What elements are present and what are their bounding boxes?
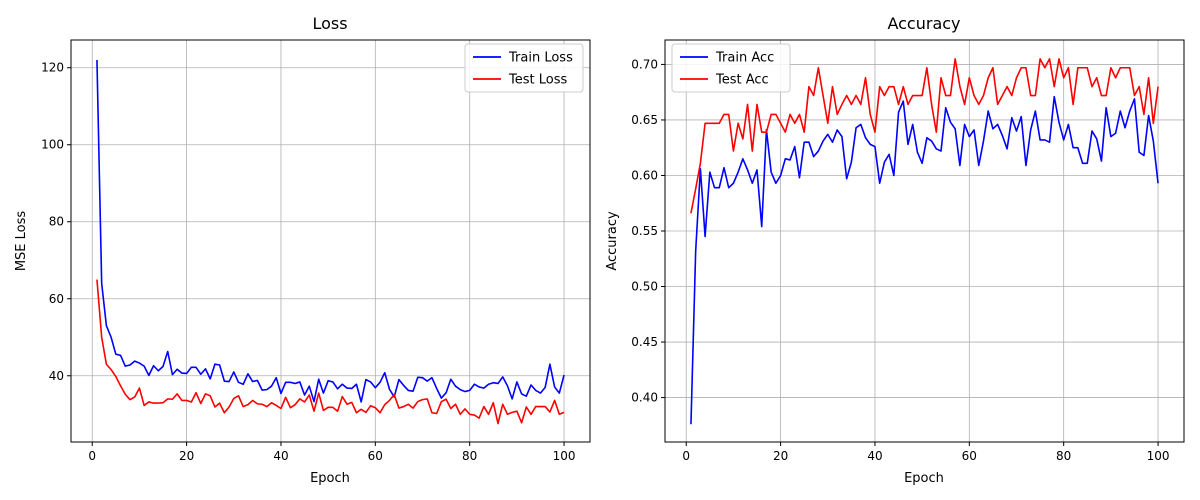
accuracy-ytick-label: 0.55 — [631, 224, 658, 238]
loss-ytick-label: 120 — [41, 61, 64, 75]
accuracy-xtick-label: 40 — [867, 449, 882, 463]
loss-legend: Train Loss Test Loss — [464, 43, 584, 93]
accuracy-chart-xlabel: Epoch — [904, 471, 944, 486]
loss-legend-label: Test Loss — [508, 73, 567, 88]
accuracy-series-test-acc-line — [690, 58, 1159, 214]
accuracy-legend: Train Acc Test Acc — [671, 43, 791, 93]
accuracy-xtick-label: 20 — [773, 449, 788, 463]
loss-xtick-label: 100 — [553, 449, 576, 463]
loss-ytick-label: 60 — [49, 292, 64, 306]
accuracy-chart-ylabel: Accuracy — [605, 211, 620, 271]
accuracy-ytick-label: 0.45 — [631, 335, 658, 349]
accuracy-plot-frame — [664, 39, 1185, 443]
accuracy-legend-label: Test Acc — [715, 73, 769, 88]
loss-xtick-label: 40 — [273, 449, 288, 463]
accuracy-ytick-label: 0.40 — [631, 391, 658, 405]
loss-ytick-label: 40 — [49, 369, 64, 383]
accuracy-ytick-label: 0.65 — [631, 113, 658, 127]
accuracy-xtick-label: 100 — [1147, 449, 1170, 463]
accuracy-legend-box — [671, 43, 791, 93]
loss-series-train-loss-line — [96, 60, 565, 403]
accuracy-ytick-label: 0.70 — [631, 57, 658, 71]
accuracy-xtick-label: 0 — [682, 449, 690, 463]
loss-xtick-label: 80 — [462, 449, 477, 463]
loss-chart: Loss Epoch MSE Loss 0 20 40 60 80 100 40 60 80 10… — [14, 14, 591, 486]
loss-legend-label: Train Loss — [508, 51, 573, 66]
loss-ytick-label: 80 — [49, 215, 64, 229]
loss-xtick-label: 0 — [88, 449, 96, 463]
accuracy-chart: Accuracy Epoch Accuracy 0 20 40 60 80 100 0.40… — [605, 14, 1185, 486]
accuracy-xtick-label: 80 — [1056, 449, 1071, 463]
accuracy-ytick-label: 0.50 — [631, 280, 658, 294]
loss-series-test-loss-line — [96, 279, 565, 425]
accuracy-chart-title: Accuracy — [887, 14, 960, 33]
loss-plot-frame — [70, 39, 591, 443]
loss-xtick-label: 20 — [179, 449, 194, 463]
accuracy-legend-label: Train Acc — [715, 51, 774, 66]
loss-chart-xlabel: Epoch — [310, 471, 350, 486]
loss-chart-ylabel: MSE Loss — [14, 211, 29, 272]
loss-xtick-label: 60 — [368, 449, 383, 463]
accuracy-ytick-label: 0.60 — [631, 168, 658, 182]
accuracy-xtick-label: 60 — [962, 449, 977, 463]
loss-legend-box — [464, 43, 584, 93]
accuracy-series-train-acc-line — [690, 95, 1159, 425]
loss-ytick-label: 100 — [41, 138, 64, 152]
loss-chart-title: Loss — [312, 14, 347, 33]
